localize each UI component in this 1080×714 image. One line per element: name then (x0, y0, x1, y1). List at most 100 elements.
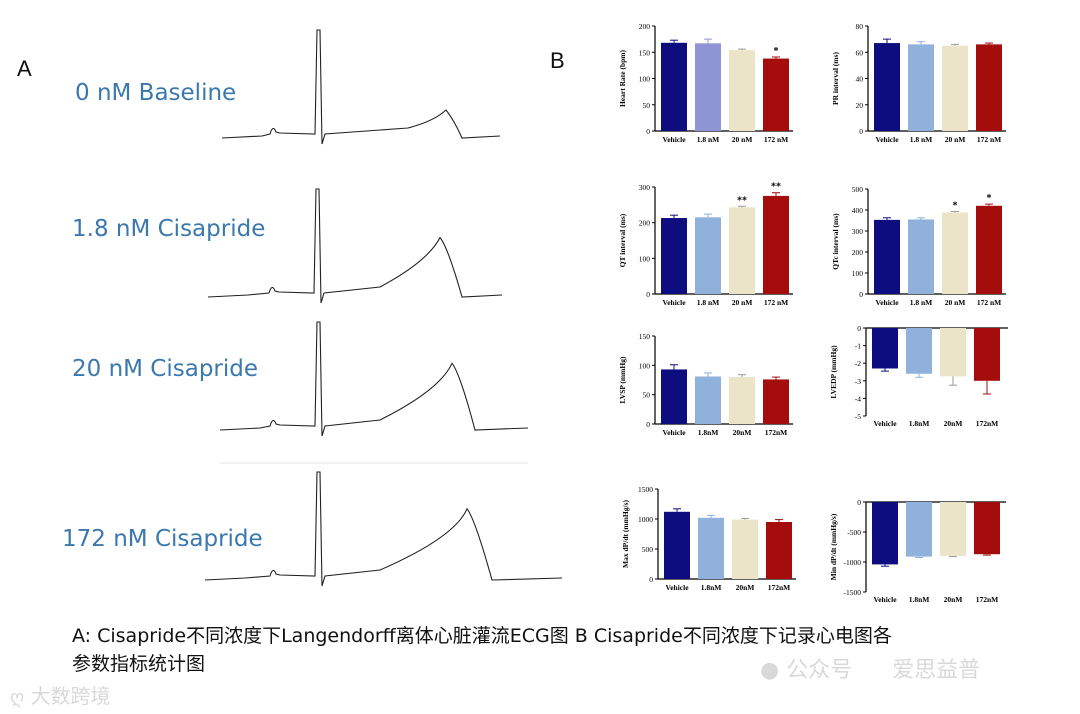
x-tick-label: 172nM (976, 595, 999, 604)
y-tick-label: 500 (852, 185, 864, 194)
x-tick-label: 1.8 nM (697, 135, 720, 144)
bar-Vehicle (874, 43, 900, 131)
x-tick-label: 172 nM (764, 135, 788, 144)
y-tick-label: -1500 (844, 588, 862, 597)
bar-172nM (763, 379, 789, 424)
y-tick-label: -5 (855, 412, 861, 421)
bar-chart-7: 0 -500 -1000 -1500 Min dP/dt (mmHg/s) Vehicle… (829, 498, 1006, 604)
significance-mark: * (774, 46, 779, 57)
y-tick-label: 40 (856, 75, 864, 84)
y-tick-label: 500 (642, 545, 654, 554)
bar-1.8 nM (695, 217, 721, 294)
y-tick-label: 100 (852, 269, 864, 278)
y-axis-label: QT interval (ms) (618, 213, 627, 267)
bar-20nM (940, 502, 966, 556)
bar-Vehicle (661, 42, 687, 131)
bar-172nM (974, 502, 1000, 555)
bar-1.8 nM (695, 43, 721, 132)
x-tick-label: 172 nM (977, 135, 1001, 144)
y-tick-label: -1000 (844, 558, 862, 567)
y-axis-label: QTc interval (ms) (831, 213, 840, 270)
y-tick-label: 300 (639, 183, 651, 192)
x-tick-label: 20nM (736, 583, 755, 592)
bar-172 nM (976, 44, 1002, 131)
ecg-trace-2 (219, 321, 529, 437)
x-tick-label: Vehicle (662, 428, 686, 437)
bar-chart-1: 0 20 40 60 80 PR interval (ms) Vehicle 1.8 nM 20… (831, 22, 1006, 144)
x-tick-label: 20 nM (945, 135, 966, 144)
y-tick-label: 100 (639, 254, 651, 263)
y-tick-label: 200 (639, 22, 651, 31)
bar-chart-5: 0 -1 -2 -3 -4 -5 LVEDP (mmHg) Vehicle 1.8nM 20nM 1… (829, 324, 1008, 428)
y-tick-label: 0 (646, 290, 650, 299)
x-tick-label: 172nM (765, 428, 788, 437)
y-tick-label: 100 (639, 361, 651, 370)
x-tick-label: 20 nM (732, 135, 753, 144)
x-tick-label: 20 nM (945, 298, 966, 307)
significance-mark: ** (737, 195, 747, 206)
bar-chart-2: 0 100 200 300 QT interval (ms) Vehicle 1.8 nM *… (618, 182, 793, 307)
y-tick-label: 200 (639, 219, 651, 228)
caption-line-2: 参数指标统计图 (72, 653, 206, 675)
bar-1.8nM (906, 328, 932, 374)
panel-a-letter: A (17, 56, 32, 81)
bar-1.8nM (906, 502, 932, 557)
ecg-label-172nm: 172 nM Cisapride (62, 526, 263, 552)
ecg-trace-1 (207, 188, 503, 304)
x-tick-label: 1.8nM (701, 583, 722, 592)
bar-Vehicle (874, 219, 900, 294)
x-tick-label: Vehicle (873, 595, 897, 604)
bar-chart-0: 0 50 100 150 200 Heart Rate (bpm) Vehicle 1.8 n… (618, 22, 793, 144)
caption-line-1: A: Cisapride不同浓度下Langendorff离体心脏灌流ECG图 B… (72, 625, 892, 647)
ecg-trace-3 (204, 471, 563, 587)
bar-Vehicle (872, 502, 898, 565)
y-tick-label: 60 (856, 48, 864, 57)
x-tick-label: 172nM (768, 583, 791, 592)
watermark-logo-icon: ღ (10, 687, 25, 708)
x-tick-label: 1.8 nM (910, 135, 933, 144)
x-tick-label: 20nM (944, 595, 963, 604)
bar-Vehicle (664, 511, 690, 579)
bar-Vehicle (661, 218, 687, 294)
bar-20 nM (942, 212, 968, 294)
y-axis-label: Max dP/dt (mmHg/s) (621, 500, 630, 568)
ecg-label-20nm: 20 nM Cisapride (72, 356, 259, 382)
y-tick-label: 100 (639, 75, 651, 84)
x-tick-label: 172 nM (764, 298, 788, 307)
y-axis-label: Heart Rate (bpm) (618, 49, 627, 107)
y-tick-label: -500 (847, 528, 861, 537)
bar-chart-6: 0 500 1000 1500 Max dP/dt (mmHg/s) Vehicle 1.8… (621, 485, 796, 592)
bar-1.8 nM (908, 44, 934, 131)
bar-20nM (729, 377, 755, 424)
bar-chart-3: 0 100 200 300 400 500 QTc interval (ms) Vehicle… (831, 185, 1006, 307)
x-tick-label: 1.8 nM (910, 298, 933, 307)
watermark-bottom-right-text-2: 爱思益普 (892, 658, 981, 683)
bar-172nM (974, 328, 1000, 381)
x-tick-label: 1.8nM (909, 419, 930, 428)
y-tick-label: 0 (646, 127, 650, 136)
bar-172nM (766, 522, 792, 579)
watermark-bottom-right: ● 公众号 爱思益普 (760, 652, 980, 684)
x-tick-label: 20 nM (732, 298, 753, 307)
y-tick-label: 150 (639, 48, 651, 57)
x-tick-label: Vehicle (662, 298, 686, 307)
x-tick-label: 20nM (944, 419, 963, 428)
bar-172 nM (763, 195, 789, 294)
x-tick-label: 1.8 nM (697, 298, 720, 307)
y-axis-label: LVEDP (mmHg) (829, 345, 838, 399)
y-tick-label: 150 (639, 332, 651, 341)
wechat-icon: ● (760, 658, 780, 683)
y-tick-label: -4 (855, 394, 861, 403)
y-axis-label: PR interval (ms) (831, 52, 840, 105)
y-tick-label: 0 (859, 290, 863, 299)
y-tick-label: 0 (857, 324, 861, 333)
bar-20nM (732, 519, 758, 579)
significance-mark: ** (771, 182, 781, 193)
bar-172 nM (976, 205, 1002, 294)
y-tick-label: 1500 (638, 485, 653, 494)
y-tick-label: 80 (856, 22, 864, 31)
y-tick-label: -2 (855, 359, 861, 368)
y-tick-label: 0 (859, 127, 863, 136)
